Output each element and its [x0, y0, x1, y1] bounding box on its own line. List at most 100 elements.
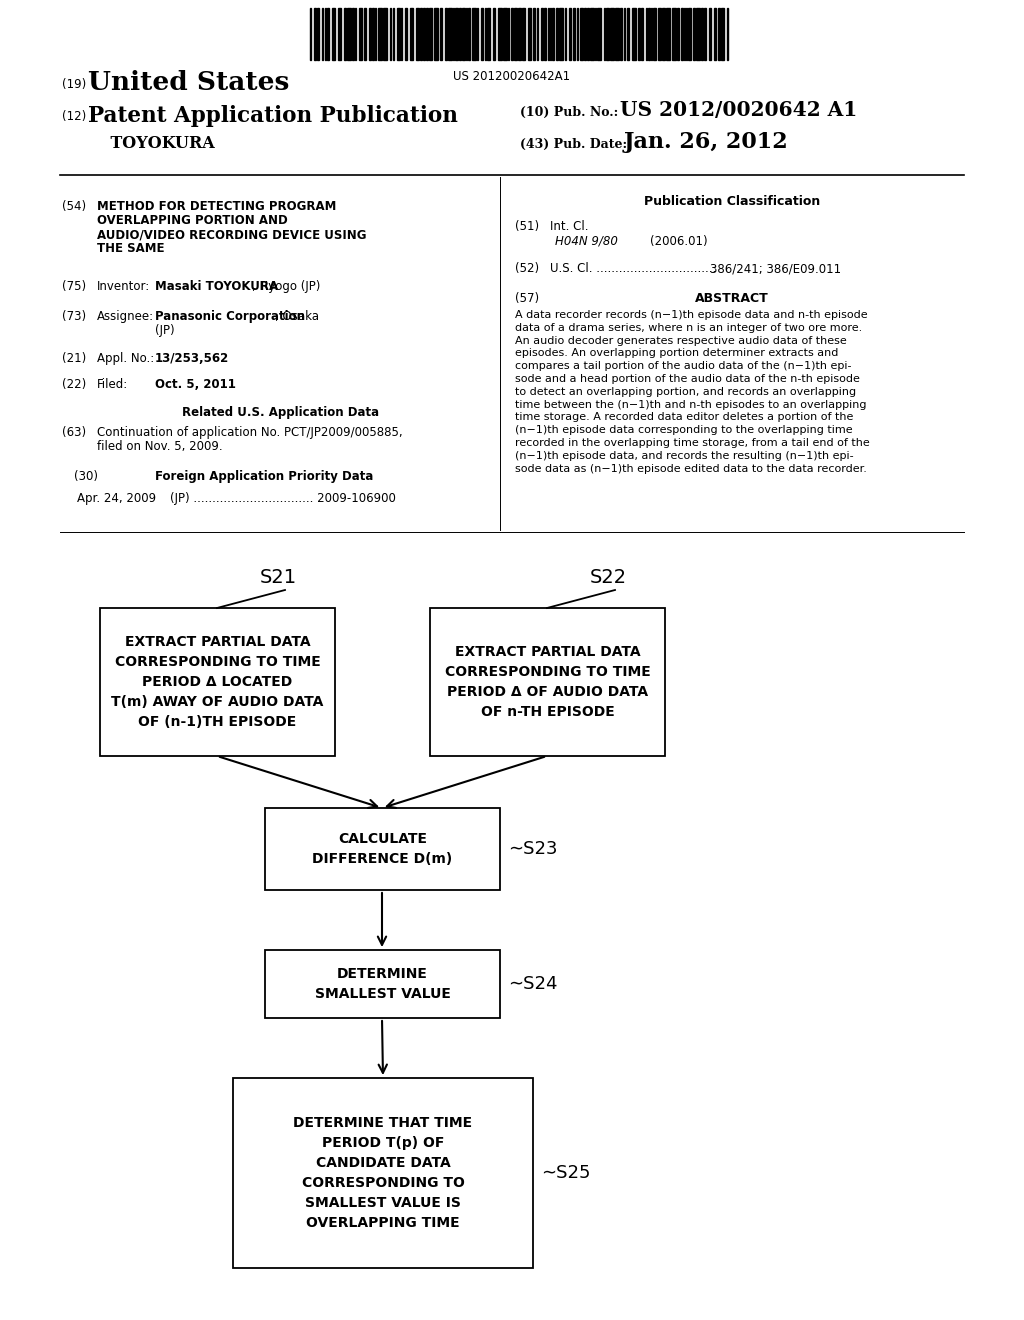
Text: ABSTRACT: ABSTRACT — [695, 292, 769, 305]
Text: US 2012/0020642 A1: US 2012/0020642 A1 — [620, 100, 857, 120]
Bar — [573, 8, 575, 59]
Text: (21): (21) — [62, 352, 86, 366]
Bar — [632, 8, 636, 59]
Text: 386/241; 386/E09.011: 386/241; 386/E09.011 — [710, 261, 841, 275]
Bar — [658, 8, 662, 59]
Bar — [541, 8, 543, 59]
Text: (10) Pub. No.:: (10) Pub. No.: — [520, 106, 618, 119]
Bar — [314, 8, 316, 59]
Bar — [638, 8, 640, 59]
Text: (63): (63) — [62, 426, 86, 440]
Text: 13/253,562: 13/253,562 — [155, 352, 229, 366]
Bar — [410, 8, 413, 59]
Text: AUDIO/VIDEO RECORDING DEVICE USING: AUDIO/VIDEO RECORDING DEVICE USING — [97, 228, 367, 242]
Text: Appl. No.:: Appl. No.: — [97, 352, 155, 366]
Bar — [641, 8, 643, 59]
Bar — [383, 8, 387, 59]
Bar — [430, 609, 665, 756]
Bar — [518, 8, 521, 59]
Bar — [503, 8, 507, 59]
Text: Patent Application Publication: Patent Application Publication — [88, 106, 458, 127]
Text: (JP) ................................ 2009-106900: (JP) ................................ 20… — [170, 492, 396, 506]
Text: recorded in the overlapping time storage, from a tail end of the: recorded in the overlapping time storage… — [515, 438, 869, 447]
Text: US 20120020642A1: US 20120020642A1 — [454, 70, 570, 83]
Text: to detect an overlapping portion, and records an overlapping: to detect an overlapping portion, and re… — [515, 387, 856, 397]
Bar — [426, 8, 428, 59]
Bar — [487, 8, 490, 59]
Bar — [445, 8, 447, 59]
Text: Masaki TOYOKURA: Masaki TOYOKURA — [155, 280, 279, 293]
Text: (n−1)th episode data, and records the resulting (n−1)th epi-: (n−1)th episode data, and records the re… — [515, 451, 854, 461]
Bar — [352, 8, 354, 59]
Bar — [620, 8, 622, 59]
Text: (30): (30) — [74, 470, 98, 483]
Text: Filed:: Filed: — [97, 378, 128, 391]
Bar — [317, 8, 319, 59]
Bar — [590, 8, 594, 59]
Bar — [522, 8, 525, 59]
Bar — [705, 8, 706, 59]
Text: (12): (12) — [62, 110, 86, 123]
Bar — [100, 609, 335, 756]
Text: (n−1)th episode data corresponding to the overlapping time: (n−1)th episode data corresponding to th… — [515, 425, 853, 436]
Bar — [359, 8, 362, 59]
Bar — [662, 8, 665, 59]
Text: (19): (19) — [62, 78, 86, 91]
Bar — [653, 8, 656, 59]
Text: U.S. Cl. ................................: U.S. Cl. ...............................… — [550, 261, 716, 275]
Text: Oct. 5, 2011: Oct. 5, 2011 — [155, 378, 236, 391]
Text: (75): (75) — [62, 280, 86, 293]
Text: Assignee:: Assignee: — [97, 310, 155, 323]
Bar — [696, 8, 700, 59]
Bar — [528, 8, 531, 59]
Bar — [372, 8, 374, 59]
Bar — [338, 8, 341, 59]
Text: (52): (52) — [515, 261, 539, 275]
Text: time between the (n−1)th and n-th episodes to an overlapping: time between the (n−1)th and n-th episod… — [515, 400, 866, 409]
Bar — [429, 8, 432, 59]
Bar — [701, 8, 703, 59]
Bar — [721, 8, 724, 59]
Bar — [597, 8, 601, 59]
Bar — [455, 8, 458, 59]
Bar — [534, 8, 535, 59]
Bar — [332, 8, 335, 59]
Bar — [569, 8, 571, 59]
Text: Jan. 26, 2012: Jan. 26, 2012 — [624, 131, 788, 153]
Bar — [459, 8, 461, 59]
Text: data of a drama series, where n is an integer of two ore more.: data of a drama series, where n is an in… — [515, 323, 862, 333]
Bar — [615, 8, 618, 59]
Text: Apr. 24, 2009: Apr. 24, 2009 — [77, 492, 156, 506]
Bar — [648, 8, 650, 59]
Bar — [587, 8, 589, 59]
Text: Related U.S. Application Data: Related U.S. Application Data — [182, 407, 380, 418]
Bar — [514, 8, 517, 59]
Text: Continuation of application No. PCT/JP2009/005885,: Continuation of application No. PCT/JP20… — [97, 426, 402, 440]
Text: EXTRACT PARTIAL DATA
CORRESPONDING TO TIME
PERIOD Δ OF AUDIO DATA
OF n-TH EPISOD: EXTRACT PARTIAL DATA CORRESPONDING TO TI… — [444, 645, 650, 719]
Text: (57): (57) — [515, 292, 539, 305]
Bar — [265, 808, 500, 890]
Bar — [233, 1078, 534, 1269]
Bar — [552, 8, 554, 59]
Bar — [462, 8, 465, 59]
Text: THE SAME: THE SAME — [97, 242, 165, 255]
Bar — [327, 8, 329, 59]
Text: METHOD FOR DETECTING PROGRAM: METHOD FOR DETECTING PROGRAM — [97, 201, 336, 213]
Bar — [481, 8, 483, 59]
Text: S22: S22 — [590, 568, 627, 587]
Text: episodes. An overlapping portion determiner extracts and: episodes. An overlapping portion determi… — [515, 348, 839, 359]
Bar — [718, 8, 720, 59]
Bar — [468, 8, 470, 59]
Text: ∼S23: ∼S23 — [508, 840, 557, 858]
Bar — [693, 8, 695, 59]
Text: A data recorder records (n−1)th episode data and n-th episode: A data recorder records (n−1)th episode … — [515, 310, 867, 319]
Text: (2006.01): (2006.01) — [650, 235, 708, 248]
Text: (54): (54) — [62, 201, 86, 213]
Bar — [677, 8, 679, 59]
Bar — [627, 8, 629, 59]
Text: time storage. A recorded data editor deletes a portion of the: time storage. A recorded data editor del… — [515, 412, 853, 422]
Text: (JP): (JP) — [155, 323, 175, 337]
Bar — [420, 8, 422, 59]
Text: , Hyogo (JP): , Hyogo (JP) — [252, 280, 321, 293]
Bar — [397, 8, 400, 59]
